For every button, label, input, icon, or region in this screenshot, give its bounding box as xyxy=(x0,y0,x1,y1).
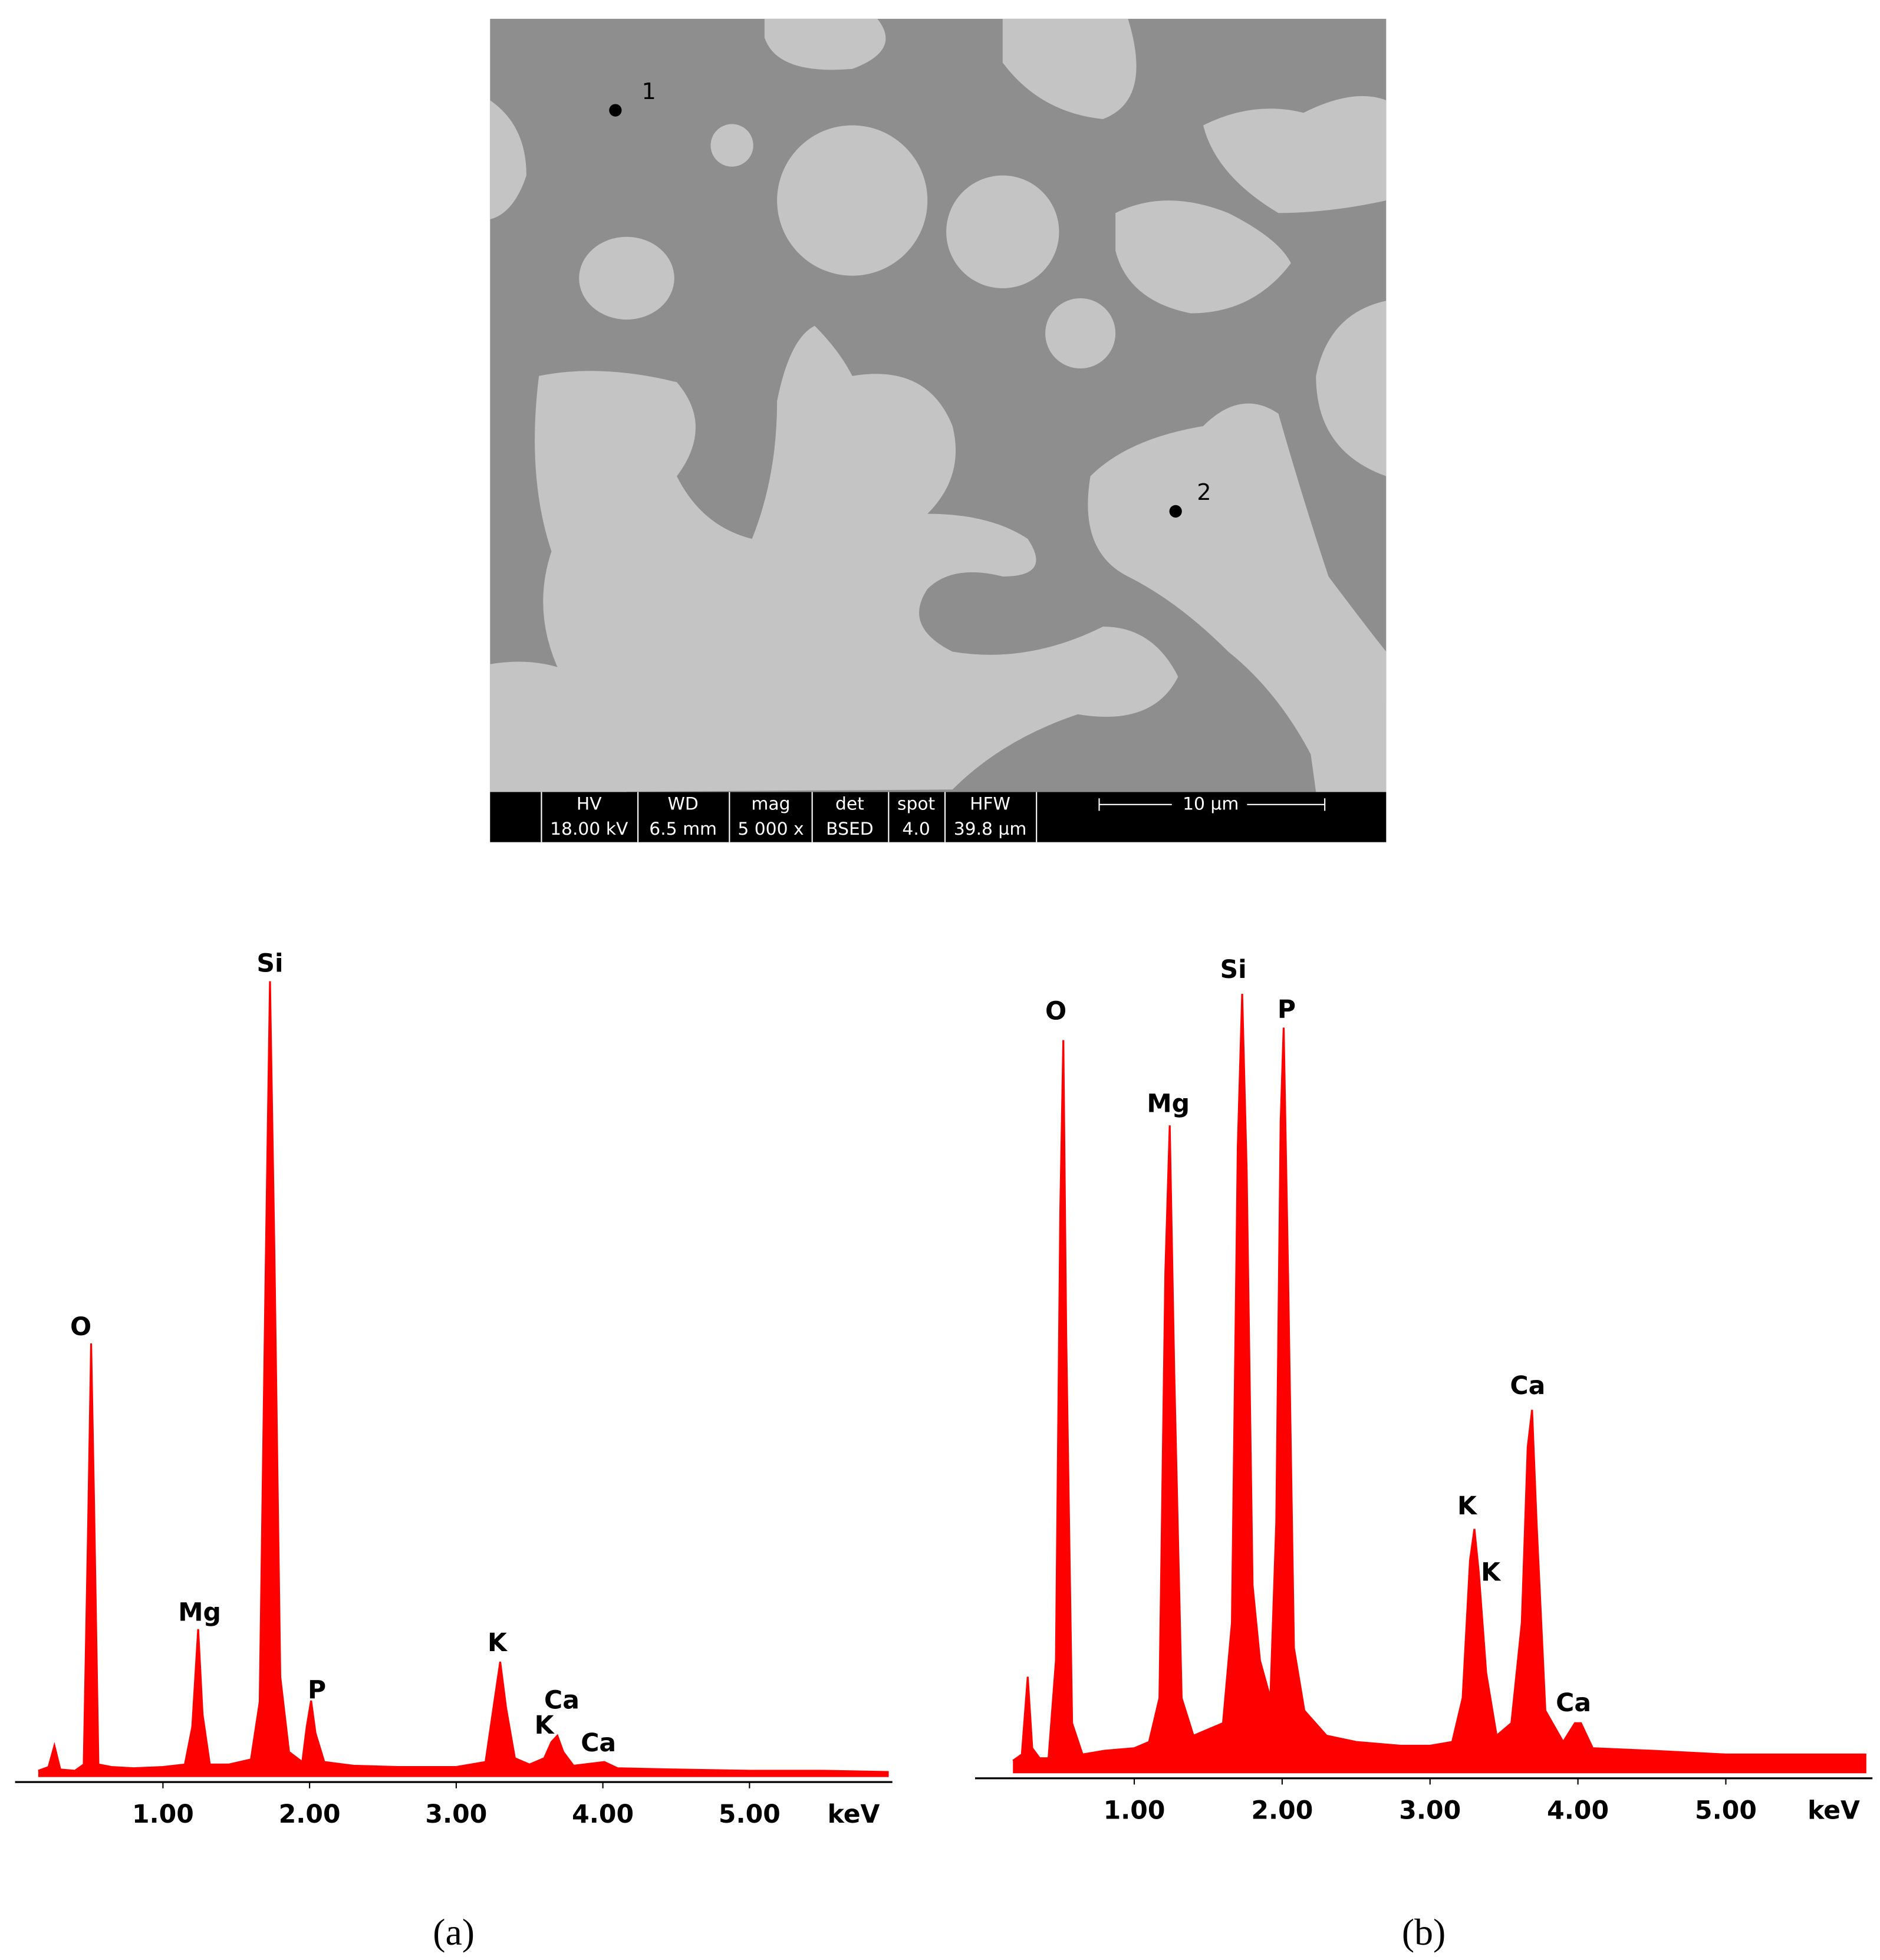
panel-label: (b) xyxy=(1402,1911,1446,1953)
peak-label: Si xyxy=(1220,956,1247,984)
peak-label: O xyxy=(1045,997,1066,1026)
info-value: 4.0 xyxy=(902,819,930,839)
info-value: 5 000 x xyxy=(737,819,804,839)
x-tick-label: 4.00 xyxy=(1547,1797,1609,1826)
info-value: 39.8 µm xyxy=(954,819,1027,839)
x-axis-label: keV xyxy=(1807,1797,1860,1826)
info-value: 18.00 kV xyxy=(550,819,628,839)
info-label: HFW xyxy=(970,793,1010,814)
spectrum-fill xyxy=(38,981,889,1777)
peak-label: K xyxy=(488,1629,508,1658)
info-label: WD xyxy=(668,793,699,814)
x-tick-label: 1.00 xyxy=(132,1800,194,1829)
info-bar xyxy=(490,792,1387,842)
panel-label: (a) xyxy=(433,1911,475,1953)
x-tick-label: 5.00 xyxy=(1695,1797,1757,1826)
info-value: 6.5 mm xyxy=(649,819,717,839)
peak-label: Si xyxy=(256,949,283,978)
x-tick-label: 2.00 xyxy=(1251,1797,1313,1826)
sem-image: 1 2 HV 18.00 kV WD 6.5 mm mag 5 000 x det BSED s… xyxy=(490,18,1387,842)
peak-label: Mg xyxy=(178,1599,221,1628)
info-dividers xyxy=(541,792,1326,842)
x-tick-label: 4.00 xyxy=(572,1800,634,1829)
x-tick-label: 3.00 xyxy=(425,1800,487,1829)
point-label: 2 xyxy=(1197,479,1211,506)
spectrum xyxy=(1012,993,1866,1762)
peak-label: Ca xyxy=(581,1729,616,1758)
point-marker xyxy=(609,104,622,117)
peak-label: Ca xyxy=(1556,1689,1591,1718)
peak-label: K xyxy=(535,1711,555,1740)
x-tick-label: 1.00 xyxy=(1104,1797,1165,1826)
x-tick-label: 5.00 xyxy=(719,1800,781,1829)
info-label: det xyxy=(835,793,864,814)
scale-bar-label: 10 µm xyxy=(1183,793,1239,814)
peak-label: Ca xyxy=(1510,1372,1545,1401)
point-label: 1 xyxy=(642,78,656,105)
peak-label: O xyxy=(70,1313,91,1342)
sem-phases xyxy=(490,18,1387,792)
info-label: mag xyxy=(751,793,790,814)
info-label: HV xyxy=(577,793,602,814)
peak-label: K xyxy=(1481,1559,1502,1587)
peak-label: Mg xyxy=(1147,1090,1190,1119)
peak-label: Ca xyxy=(544,1686,580,1715)
x-tick-label: 3.00 xyxy=(1399,1797,1461,1826)
peak-label: K xyxy=(1457,1492,1478,1521)
spectrum xyxy=(38,981,889,1773)
x-tick-label: 2.00 xyxy=(279,1800,341,1829)
peak-label: P xyxy=(1278,996,1296,1025)
info-value: BSED xyxy=(826,819,873,839)
spectrum-fill xyxy=(1013,993,1866,1774)
info-label: spot xyxy=(897,793,935,814)
peak-label: P xyxy=(308,1676,326,1705)
point-marker xyxy=(1169,505,1182,518)
x-axis-label: keV xyxy=(828,1800,880,1829)
